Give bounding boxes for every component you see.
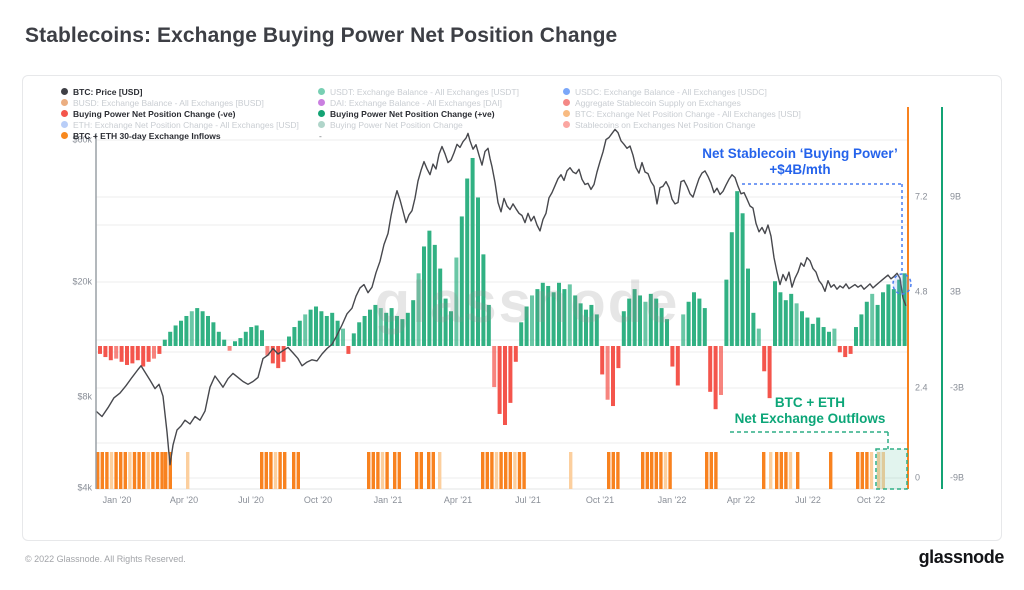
- price-axis-labels: $60k $20k $8k $4k: [72, 134, 92, 492]
- legend-item[interactable]: Aggregate Stablecoin Supply on Exchanges: [563, 97, 801, 108]
- legend-column: USDC: Exchange Balance - All Exchanges […: [563, 86, 801, 130]
- legend-item[interactable]: BTC + ETH 30-day Exchange Inflows: [61, 130, 299, 141]
- legend-item[interactable]: ETH: Exchange Net Position Change - All …: [61, 119, 299, 130]
- legend-item[interactable]: BUSD: Exchange Balance - All Exchanges […: [61, 97, 299, 108]
- legend-item[interactable]: BTC: Exchange Net Position Change - All …: [563, 108, 801, 119]
- svg-text:Oct '20: Oct '20: [304, 495, 332, 505]
- legend-column: BTC: Price [USD] BUSD: Exchange Balance -…: [61, 86, 299, 141]
- legend-column: USDT: Exchange Balance - All Exchanges […: [318, 86, 519, 141]
- svg-text:Jan '22: Jan '22: [658, 495, 687, 505]
- series-color-dot: [61, 99, 68, 106]
- svg-text:9B: 9B: [950, 191, 961, 201]
- svg-text:Oct '21: Oct '21: [586, 495, 614, 505]
- chart-legend: BTC: Price [USD] BUSD: Exchange Balance -…: [0, 86, 1024, 142]
- series-color-dot: [318, 121, 325, 128]
- annotation-buying-power: Net Stablecoin ‘Buying Power’ +$4B/mth: [670, 146, 930, 178]
- svg-text:$60k: $60k: [72, 134, 92, 144]
- glassnode-watermark: glassnode: [375, 270, 680, 335]
- series-color-dot: [563, 121, 570, 128]
- svg-text:Jan '20: Jan '20: [103, 495, 132, 505]
- svg-text:Jul '21: Jul '21: [515, 495, 541, 505]
- svg-text:Apr '22: Apr '22: [727, 495, 755, 505]
- x-axis-labels: Jan '20 Apr '20 Jul '20 Oct '20 Jan '21 Apr '…: [103, 495, 885, 505]
- annotation-buying-power-line2: +$4B/mth: [769, 162, 831, 177]
- legend-item-label: USDC: Exchange Balance - All Exchanges […: [575, 86, 767, 97]
- series-color-dot: [61, 132, 68, 139]
- svg-text:$20k: $20k: [72, 276, 92, 286]
- legend-item[interactable]: -: [318, 130, 519, 141]
- svg-text:$8k: $8k: [77, 391, 92, 401]
- svg-text:Oct '22: Oct '22: [857, 495, 885, 505]
- outflows-highlight-box: [875, 448, 908, 490]
- price-endpoint-highlight: [892, 273, 912, 295]
- legend-item-label: -: [319, 130, 322, 141]
- series-color-dot: [61, 121, 68, 128]
- legend-item-label: USDT: Exchange Balance - All Exchanges […: [330, 86, 519, 97]
- legend-item-label: DAI: Exchange Balance - All Exchanges [D…: [330, 97, 502, 108]
- svg-text:Jul '22: Jul '22: [795, 495, 821, 505]
- buying-power-axis-labels: 9B 3B -3B -9B: [950, 191, 964, 482]
- buying-power-callout: [742, 183, 912, 295]
- glassnode-logo: glassnode: [918, 547, 1005, 567]
- btc-price-line: [95, 128, 907, 466]
- svg-text:-3B: -3B: [950, 382, 964, 392]
- copyright: © 2022 Glassnode. All Rights Reserved.: [25, 554, 186, 564]
- svg-text:$4k: $4k: [77, 482, 92, 492]
- svg-text:-9B: -9B: [950, 472, 964, 482]
- legend-item-label: Buying Power Net Position Change: [330, 119, 463, 130]
- legend-item[interactable]: BTC: Price [USD]: [61, 86, 299, 97]
- legend-item[interactable]: USDT: Exchange Balance - All Exchanges […: [318, 86, 519, 97]
- svg-text:Apr '20: Apr '20: [170, 495, 198, 505]
- series-color-dot: [318, 88, 325, 95]
- legend-item-label: BUSD: Exchange Balance - All Exchanges […: [73, 97, 264, 108]
- series-color-dot: [563, 88, 570, 95]
- legend-item-label: BTC + ETH 30-day Exchange Inflows: [73, 130, 221, 141]
- inflow-axis-labels: 7.2 4.8 2.4 0: [915, 191, 928, 482]
- annotation-outflows-line2: Net Exchange Outflows: [734, 411, 886, 426]
- inflow-bars: [96, 452, 885, 489]
- svg-text:3B: 3B: [950, 286, 961, 296]
- page-title: Stablecoins: Exchange Buying Power Net P…: [25, 24, 618, 47]
- outflows-callout: [730, 431, 908, 490]
- series-color-dot: [563, 99, 570, 106]
- grid: [96, 139, 908, 490]
- series-color-dot: [318, 110, 325, 117]
- series-color-dot: [61, 110, 68, 117]
- annotation-outflows: BTC + ETH Net Exchange Outflows: [690, 395, 930, 427]
- legend-item[interactable]: DAI: Exchange Balance - All Exchanges [D…: [318, 97, 519, 108]
- legend-item[interactable]: Buying Power Net Position Change: [318, 119, 519, 130]
- annotation-buying-power-line1: Net Stablecoin ‘Buying Power’: [702, 146, 898, 161]
- legend-item-label: Buying Power Net Position Change (-ve): [73, 108, 236, 119]
- svg-text:Jan '21: Jan '21: [374, 495, 403, 505]
- svg-text:2.4: 2.4: [915, 382, 928, 392]
- series-color-dot: [61, 88, 68, 95]
- series-color-dot: [563, 110, 570, 117]
- legend-item[interactable]: Stablecoins on Exchanges Net Position Ch…: [563, 119, 801, 130]
- buying-power-bars: [98, 157, 907, 425]
- legend-item[interactable]: Buying Power Net Position Change (+ve): [318, 108, 519, 119]
- svg-text:Jul '20: Jul '20: [238, 495, 264, 505]
- legend-item-label: Stablecoins on Exchanges Net Position Ch…: [575, 119, 756, 130]
- svg-text:7.2: 7.2: [915, 191, 928, 201]
- svg-text:0: 0: [915, 472, 920, 482]
- legend-item-label: Aggregate Stablecoin Supply on Exchanges: [575, 97, 741, 108]
- svg-text:Apr '21: Apr '21: [444, 495, 472, 505]
- legend-item-label: BTC: Exchange Net Position Change - All …: [575, 108, 801, 119]
- legend-item-label: Buying Power Net Position Change (+ve): [330, 108, 495, 119]
- legend-item-label: BTC: Price [USD]: [73, 86, 143, 97]
- svg-text:4.8: 4.8: [915, 286, 928, 296]
- legend-item[interactable]: Buying Power Net Position Change (-ve): [61, 108, 299, 119]
- annotation-outflows-line1: BTC + ETH: [774, 395, 846, 410]
- legend-item[interactable]: USDC: Exchange Balance - All Exchanges […: [563, 86, 801, 97]
- series-color-dot: [318, 99, 325, 106]
- legend-item-label: ETH: Exchange Net Position Change - All …: [73, 119, 299, 130]
